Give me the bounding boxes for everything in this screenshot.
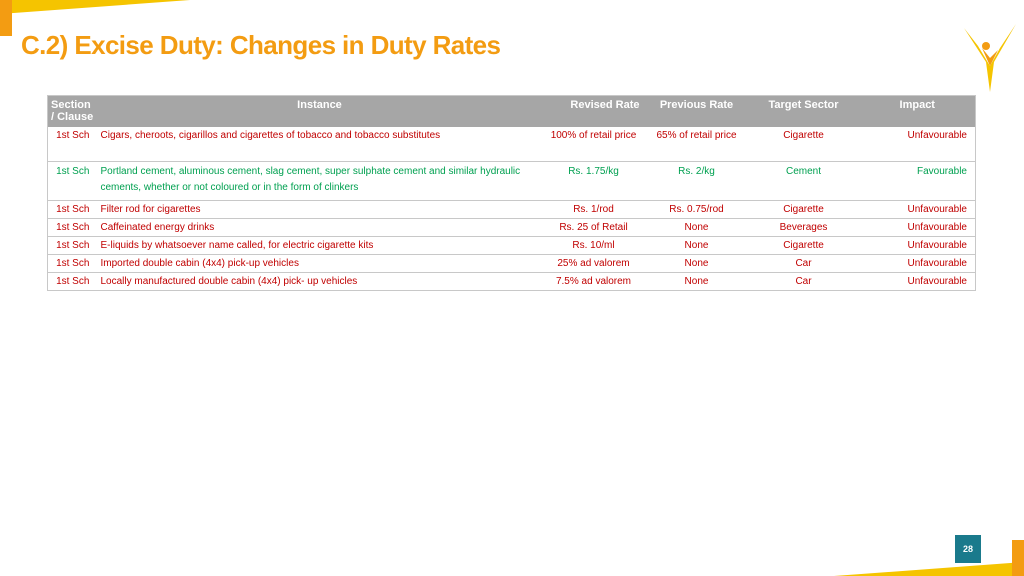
table-row: 1st Sch Imported double cabin (4x4) pick-… <box>47 254 976 273</box>
corner-orange-bar-bottom <box>1012 540 1024 576</box>
table-row: 1st Sch E-liquids by whatsoever name call… <box>47 236 976 255</box>
cell-previous-rate: None <box>645 236 748 255</box>
cell-previous-rate: None <box>645 254 748 273</box>
cell-impact: Unfavourable <box>907 275 967 287</box>
cell-section: 1st Sch <box>47 254 98 273</box>
cell-section: 1st Sch <box>47 161 98 201</box>
cell-target-sector: Cigarette <box>747 200 860 219</box>
cell-impact: Unfavourable <box>859 236 976 255</box>
cell-instance: E-liquids by whatsoever name called, for… <box>97 236 542 255</box>
cell-impact: Unfavourable <box>859 254 976 273</box>
cell-previous-rate: 65% of retail price <box>645 126 748 162</box>
cell-section: 1st Sch <box>56 275 90 287</box>
cell-target-sector: Cigarette <box>747 126 860 162</box>
header-section: Section / Clause <box>51 99 94 123</box>
cell-target-sector: Cement <box>747 161 860 201</box>
cell-instance: Imported double cabin (4x4) pick-up vehi… <box>97 254 542 273</box>
cell-impact: Unfavourable <box>859 126 976 162</box>
bottom-right-corner-decoration <box>834 540 1024 576</box>
cell-target-sector: Car <box>747 254 860 273</box>
header-target-sector: Target Sector <box>768 99 839 111</box>
corner-orange-bar <box>0 0 12 36</box>
cell-target-sector: Car <box>795 275 812 287</box>
page-title: C.2) Excise Duty: Changes in Duty Rates <box>21 30 501 60</box>
cell-target-sector: Beverages <box>747 218 860 237</box>
cell-revised-rate: 100% of retail price <box>541 126 646 162</box>
header-impact: Impact <box>899 99 935 111</box>
cell-revised-rate: 25% ad valorem <box>541 254 646 273</box>
cell-revised-rate: Rs. 25 of Retail <box>541 218 646 237</box>
cell-revised-rate: Rs. 10/ml <box>541 236 646 255</box>
cell-previous-rate: None <box>684 275 709 287</box>
cell-revised-rate: Rs. 1/rod <box>541 200 646 219</box>
top-left-corner-decoration <box>0 0 190 36</box>
cell-section: 1st Sch <box>47 236 98 255</box>
cell-instance: Portland cement, aluminous cement, slag … <box>97 161 542 201</box>
cell-revised-rate: 7.5% ad valorem <box>555 275 632 287</box>
corner-yellow-band <box>0 0 190 14</box>
checkmark-person-logo-icon <box>964 24 1016 92</box>
cell-impact: Favourable <box>859 161 976 201</box>
cell-section: 1st Sch <box>47 200 98 219</box>
duty-rates-table: Section / Clause Instance Revised Rate P… <box>47 95 976 291</box>
table-row: 1st Sch Cigars, cheroots, cigarillos and … <box>47 126 976 162</box>
cell-section: 1st Sch <box>47 126 98 162</box>
page-number-badge: 28 <box>955 535 981 563</box>
header-revised-rate: Revised Rate <box>570 99 640 111</box>
cell-impact: Unfavourable <box>859 218 976 237</box>
table-row: 1st Sch Caffeinated energy drinks Rs. 25 o… <box>47 218 976 237</box>
corner-yellow-band-bottom <box>834 562 1024 576</box>
cell-instance: Caffeinated energy drinks <box>97 218 542 237</box>
table-row: 1st Sch Locally manufactured double cabin… <box>48 272 976 290</box>
cell-instance: Locally manufactured double cabin (4x4) … <box>100 275 358 287</box>
table-header-row: Section / Clause Instance Revised Rate P… <box>47 95 976 127</box>
cell-previous-rate: None <box>645 218 748 237</box>
header-previous-rate: Previous Rate <box>659 99 734 111</box>
cell-instance: Filter rod for cigarettes <box>97 200 542 219</box>
cell-target-sector: Cigarette <box>747 236 860 255</box>
header-instance: Instance <box>297 99 342 111</box>
table-row: 1st Sch Portland cement, aluminous cement… <box>47 161 976 201</box>
cell-previous-rate: Rs. 2/kg <box>645 161 748 201</box>
cell-previous-rate: Rs. 0.75/rod <box>645 200 748 219</box>
cell-revised-rate: Rs. 1.75/kg <box>541 161 646 201</box>
cell-instance: Cigars, cheroots, cigarillos and cigaret… <box>97 126 542 162</box>
cell-impact: Unfavourable <box>859 200 976 219</box>
table-row: 1st Sch Filter rod for cigarettes Rs. 1/ro… <box>47 200 976 219</box>
cell-section: 1st Sch <box>47 218 98 237</box>
